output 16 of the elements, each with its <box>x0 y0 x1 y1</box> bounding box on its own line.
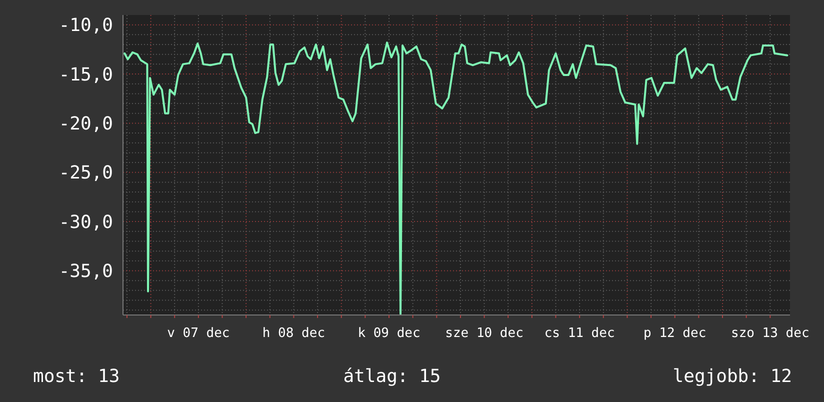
y-tick-label: -25,0 <box>58 162 113 184</box>
y-tick-label: -35,0 <box>58 261 113 282</box>
x-tick-label: sze 10 dec <box>445 326 524 341</box>
x-tick-label: k 09 dec <box>358 326 420 341</box>
y-tick-label: -30,0 <box>58 212 113 233</box>
x-tick-label: p 12 dec <box>644 326 706 341</box>
text: átlag: 15 <box>343 366 441 387</box>
text: most: 13 <box>33 366 120 387</box>
y-tick-label: -20,0 <box>58 113 113 134</box>
text: legjobb: 12 <box>672 366 792 387</box>
x-tick-label: v 07 dec <box>167 326 230 341</box>
x-tick-label: szo 13 dec <box>731 326 810 341</box>
y-tick-label: -10,0 <box>58 15 113 36</box>
x-tick-label: cs 11 dec <box>544 326 615 341</box>
x-tick-label: h 08 dec <box>262 326 326 341</box>
y-tick-label: -15,0 <box>58 64 113 86</box>
